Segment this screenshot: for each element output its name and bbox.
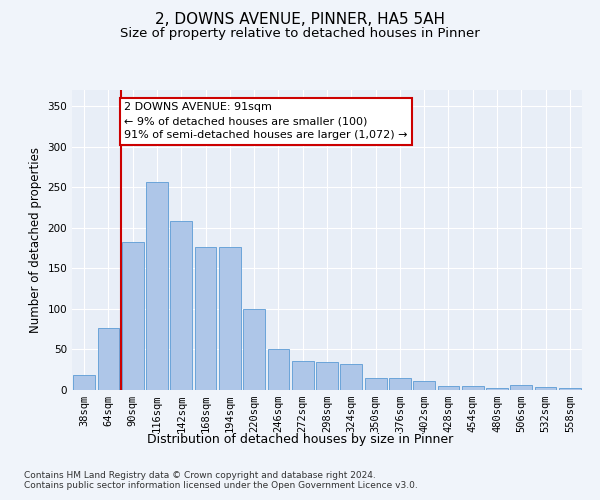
Bar bbox=[243, 309, 265, 390]
Bar bbox=[292, 361, 314, 390]
Bar bbox=[340, 364, 362, 390]
Text: Contains HM Land Registry data © Crown copyright and database right 2024.
Contai: Contains HM Land Registry data © Crown c… bbox=[24, 470, 418, 490]
Text: Size of property relative to detached houses in Pinner: Size of property relative to detached ho… bbox=[120, 28, 480, 40]
Bar bbox=[437, 386, 460, 390]
Bar bbox=[413, 381, 435, 390]
Bar bbox=[146, 182, 168, 390]
Bar bbox=[486, 388, 508, 390]
Bar bbox=[559, 388, 581, 390]
Bar bbox=[122, 242, 143, 390]
Bar bbox=[365, 378, 386, 390]
Bar bbox=[170, 222, 192, 390]
Bar bbox=[97, 328, 119, 390]
Bar bbox=[73, 374, 95, 390]
Bar bbox=[511, 385, 532, 390]
Bar bbox=[462, 386, 484, 390]
Bar bbox=[194, 248, 217, 390]
Text: 2 DOWNS AVENUE: 91sqm
← 9% of detached houses are smaller (100)
91% of semi-deta: 2 DOWNS AVENUE: 91sqm ← 9% of detached h… bbox=[124, 102, 408, 140]
Bar bbox=[268, 350, 289, 390]
Bar bbox=[389, 378, 411, 390]
Text: 2, DOWNS AVENUE, PINNER, HA5 5AH: 2, DOWNS AVENUE, PINNER, HA5 5AH bbox=[155, 12, 445, 28]
Y-axis label: Number of detached properties: Number of detached properties bbox=[29, 147, 42, 333]
Bar bbox=[316, 362, 338, 390]
Bar bbox=[535, 387, 556, 390]
Bar bbox=[219, 248, 241, 390]
Text: Distribution of detached houses by size in Pinner: Distribution of detached houses by size … bbox=[147, 432, 453, 446]
